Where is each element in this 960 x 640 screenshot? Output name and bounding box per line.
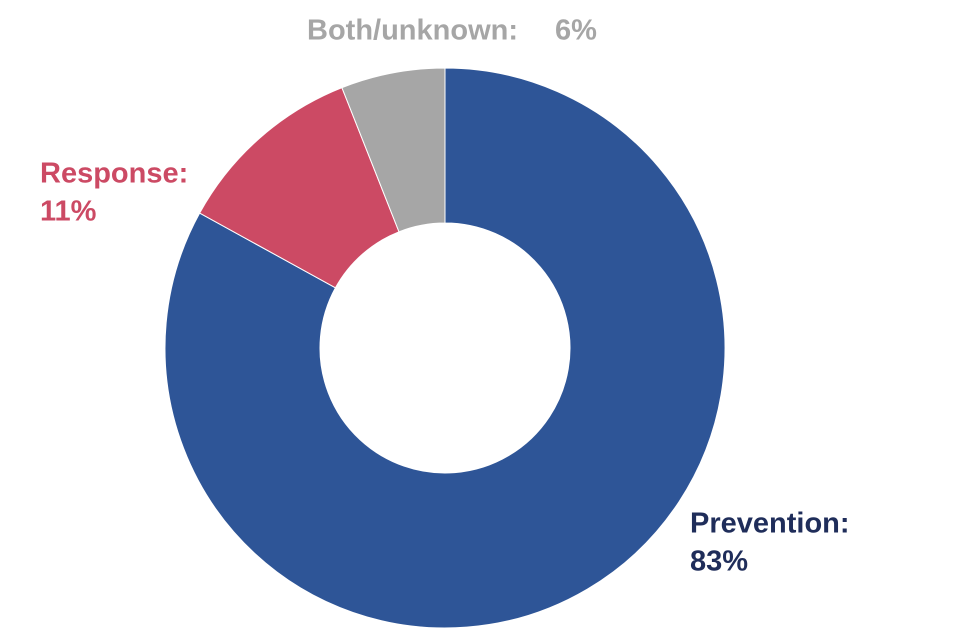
donut-slice	[341, 67, 446, 233]
donut-slice	[164, 67, 726, 629]
value-label: 11%	[40, 196, 97, 228]
category-label: Prevention:	[690, 508, 850, 540]
category-label: Response:	[40, 158, 188, 190]
category-label: Both/unknown:	[307, 15, 518, 47]
value-label: 83%	[690, 546, 748, 578]
value-label: 6%	[555, 15, 597, 47]
